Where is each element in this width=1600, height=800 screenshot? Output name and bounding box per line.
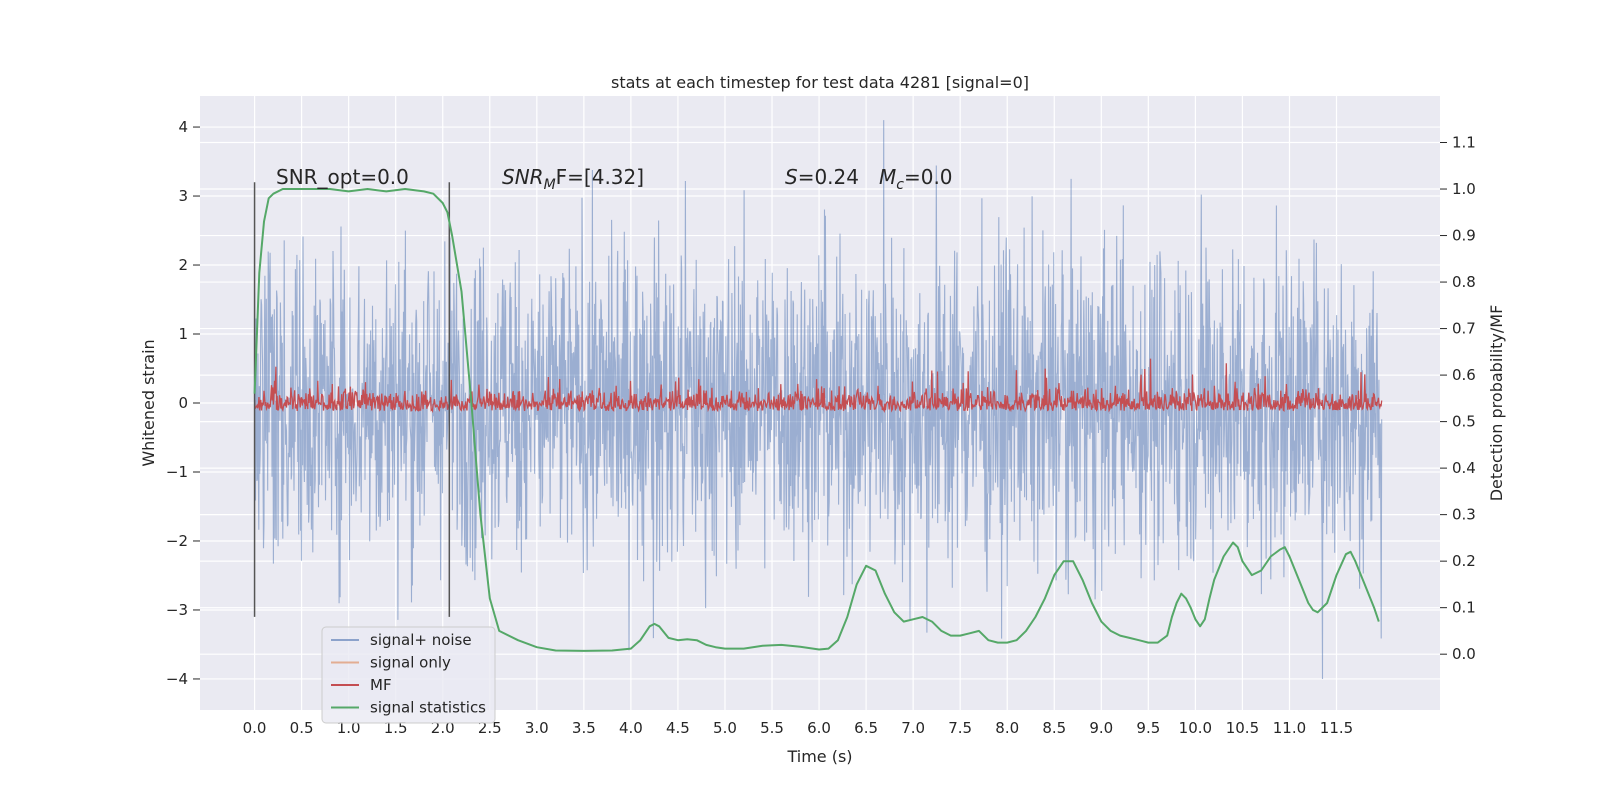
series-mf <box>253 358 1383 414</box>
y2-tick-label: 0.9 <box>1452 227 1476 245</box>
x-tick-label: 0.5 <box>290 719 314 737</box>
annotation-mc: Mc=0.0 <box>879 165 953 193</box>
y-tick-label: −4 <box>166 670 188 688</box>
y-tick-label: 0 <box>178 394 188 412</box>
x-tick-label: 10.0 <box>1179 719 1212 737</box>
series-signal-statistics-line <box>253 188 1380 652</box>
y2-tick-label: 0.6 <box>1452 366 1476 384</box>
legend: signal+ noise signal only MF signal statist… <box>321 626 496 724</box>
y2-tick-label: 0.2 <box>1452 552 1476 570</box>
series-signal-noise-line <box>254 120 1383 680</box>
chart-title: stats at each timestep for test data 428… <box>611 73 1029 92</box>
annotation-mc-rest: =0.0 <box>904 165 953 189</box>
x-tick-label: 4.0 <box>619 719 643 737</box>
x-tick-label: 5.0 <box>713 719 737 737</box>
x-tick-label: 11.5 <box>1320 719 1353 737</box>
y-tick-label: 4 <box>178 118 188 136</box>
annotation-s-main: S <box>785 165 798 189</box>
x-tick-label: 7.0 <box>901 719 925 737</box>
x-tick-label: 0.0 <box>243 719 267 737</box>
series-signal-statistics <box>253 188 1380 652</box>
x-tick-label: 9.5 <box>1136 719 1160 737</box>
x-tick-label: 10.5 <box>1226 719 1259 737</box>
y2-tick-label: 0.8 <box>1452 273 1476 291</box>
x-tick-label: 3.5 <box>572 719 596 737</box>
y2-axis-title: Detection probability/MF <box>1487 305 1506 502</box>
y2-tick-label: 0.5 <box>1452 413 1476 431</box>
annotation-snr-mf: SNRMF=[4.32] <box>502 165 644 193</box>
legend-label: MF <box>370 676 392 694</box>
annotation-s: S=0.24 <box>785 165 859 189</box>
x-tick-label: 5.5 <box>760 719 784 737</box>
annotation-snr-mf-sub: M <box>544 177 556 193</box>
legend-label: signal only <box>370 654 451 672</box>
series-signal-noise <box>254 120 1383 680</box>
legend-box <box>321 626 496 724</box>
y2-tick-label: 1.1 <box>1452 134 1476 152</box>
y2-tick-label: 0.4 <box>1452 459 1476 477</box>
x-tick-label: 6.5 <box>854 719 878 737</box>
y2-tick-label: 1.0 <box>1452 180 1476 198</box>
legend-label: signal+ noise <box>370 631 472 649</box>
vertical-markers <box>253 182 451 617</box>
series-mf-line <box>253 358 1383 414</box>
y-tick-label: −1 <box>166 463 188 481</box>
x-tick-label: 4.5 <box>666 719 690 737</box>
x-tick-label: 8.5 <box>1042 719 1066 737</box>
x-tick-label: 3.0 <box>525 719 549 737</box>
x-tick-label: 8.0 <box>995 719 1019 737</box>
y2-tick-label: 0.1 <box>1452 599 1476 617</box>
annotation-mc-sub: c <box>896 177 904 193</box>
y-axis-title: Whitened strain <box>139 339 158 466</box>
y2-tick-labels: 1.1 1.0 0.9 0.8 0.7 0.6 0.5 0.4 0.3 0.2 0.1 0.0 <box>1440 134 1476 663</box>
y-tick-labels: 4 3 2 1 0 −1 −2 −3 −4 <box>166 118 200 688</box>
y-tick-label: −3 <box>166 601 188 619</box>
annotation-s-rest: =0.24 <box>798 165 859 189</box>
y2-tick-label: 0.3 <box>1452 506 1476 524</box>
x-tick-label: 9.0 <box>1089 719 1113 737</box>
y2-tick-label: 0.0 <box>1452 645 1476 663</box>
x-axis-title: Time (s) <box>786 747 852 766</box>
y-tick-label: 1 <box>178 325 188 343</box>
annotation-snr-mf-main: SNR <box>502 165 544 189</box>
x-tick-label: 7.5 <box>948 719 972 737</box>
y-tick-label: 2 <box>178 256 188 274</box>
annotation-snr-opt: SNR_opt=0.0 <box>276 165 409 189</box>
annotation-snr-mf-rest: F=[4.32] <box>556 165 644 189</box>
y-tick-label: −2 <box>166 532 188 550</box>
x-tick-label: 11.0 <box>1273 719 1306 737</box>
x-tick-label: 6.0 <box>807 719 831 737</box>
y2-tick-label: 0.7 <box>1452 320 1476 338</box>
legend-label: signal statistics <box>370 699 486 717</box>
annotation-mc-main: M <box>879 165 896 189</box>
y-tick-label: 3 <box>178 187 188 205</box>
